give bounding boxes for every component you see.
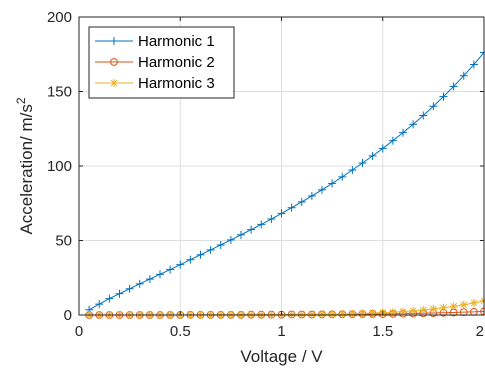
- y-axis-label-text: Acceleration/ m/s: [17, 104, 36, 234]
- data-point: [449, 302, 458, 311]
- data-point: [166, 265, 175, 274]
- data-point: [216, 240, 225, 249]
- data-point: [459, 308, 468, 317]
- data-point: [206, 245, 215, 254]
- data-point: [307, 191, 316, 200]
- data-point: [419, 305, 428, 314]
- series-1: [85, 48, 485, 314]
- data-point: [307, 310, 316, 319]
- data-point: [105, 294, 114, 303]
- x-axis-label: Voltage / V: [240, 347, 323, 366]
- data-point: [358, 309, 367, 318]
- legend-item: Harmonic 1: [95, 33, 215, 50]
- legend-label: Harmonic 1: [138, 33, 215, 50]
- data-point: [388, 136, 397, 145]
- y-tick-label: 50: [55, 233, 72, 250]
- legend-marker: [110, 37, 118, 45]
- data-point: [409, 120, 418, 129]
- data-point: [469, 60, 478, 69]
- y-tick-label: 100: [47, 158, 72, 175]
- data-point: [257, 220, 266, 229]
- data-point: [115, 289, 124, 298]
- data-point: [348, 309, 357, 318]
- data-point: [449, 82, 458, 91]
- x-tick-labels: 0 0.5 1 1.5 2: [75, 323, 484, 340]
- data-point: [186, 255, 195, 264]
- data-point: [237, 230, 245, 239]
- data-point: [145, 275, 154, 284]
- data-point: [459, 300, 468, 309]
- axis-ticks: [78, 16, 485, 316]
- y-tick-label: 150: [47, 84, 72, 101]
- legend-label: Harmonic 3: [138, 75, 215, 92]
- data-point: [399, 128, 407, 137]
- data-point: [378, 144, 387, 153]
- data-point: [328, 310, 337, 319]
- data-point: [226, 235, 235, 244]
- x-tick-label: 0: [75, 323, 83, 340]
- data-point: [439, 92, 448, 101]
- data-point: [338, 172, 347, 181]
- data-point: [287, 203, 296, 212]
- y-tick-label: 200: [47, 9, 72, 26]
- data-point: [95, 300, 104, 309]
- x-tick-label: 0.5: [170, 323, 191, 340]
- data-point: [348, 166, 357, 175]
- data-point: [156, 270, 164, 279]
- legend: Harmonic 1 Harmonic 2 Harmonic 3: [88, 26, 235, 99]
- y-axis-label: Acceleration/ m/s2: [14, 97, 36, 234]
- data-point: [328, 179, 337, 188]
- data-point: [297, 197, 306, 206]
- data-point: [469, 298, 478, 307]
- data-point: [318, 185, 326, 194]
- legend-item: Harmonic 3: [95, 75, 215, 92]
- x-tick-label: 2: [476, 323, 484, 340]
- data-point: [439, 303, 448, 312]
- data-point: [125, 284, 134, 293]
- legend-marker: [110, 79, 118, 87]
- data-point: [135, 279, 144, 288]
- y-tick-label: 0: [64, 307, 72, 324]
- data-point: [429, 102, 438, 111]
- data-point: [176, 260, 185, 269]
- x-tick-label: 1: [277, 323, 285, 340]
- legend-item: Harmonic 2: [95, 54, 215, 71]
- data-point: [196, 250, 205, 259]
- data-point: [429, 304, 438, 313]
- y-tick-labels: 0 50 100 150 200: [47, 9, 72, 324]
- legend-marker: [110, 58, 118, 66]
- data-point: [247, 225, 256, 234]
- data-point: [419, 111, 428, 120]
- y-axis-label-superscript: 2: [14, 97, 28, 104]
- data-point: [277, 209, 286, 218]
- data-point: [338, 309, 347, 318]
- data-point: [399, 307, 407, 316]
- data-point: [409, 306, 418, 315]
- x-tick-label: 1.5: [372, 323, 393, 340]
- data-point: [358, 159, 367, 168]
- data-point: [368, 151, 377, 160]
- data-point: [318, 310, 326, 319]
- data-point: [459, 71, 468, 80]
- legend-label: Harmonic 2: [138, 54, 215, 71]
- data-point: [267, 215, 276, 224]
- data-point: [368, 309, 377, 318]
- series-line: [88, 52, 485, 311]
